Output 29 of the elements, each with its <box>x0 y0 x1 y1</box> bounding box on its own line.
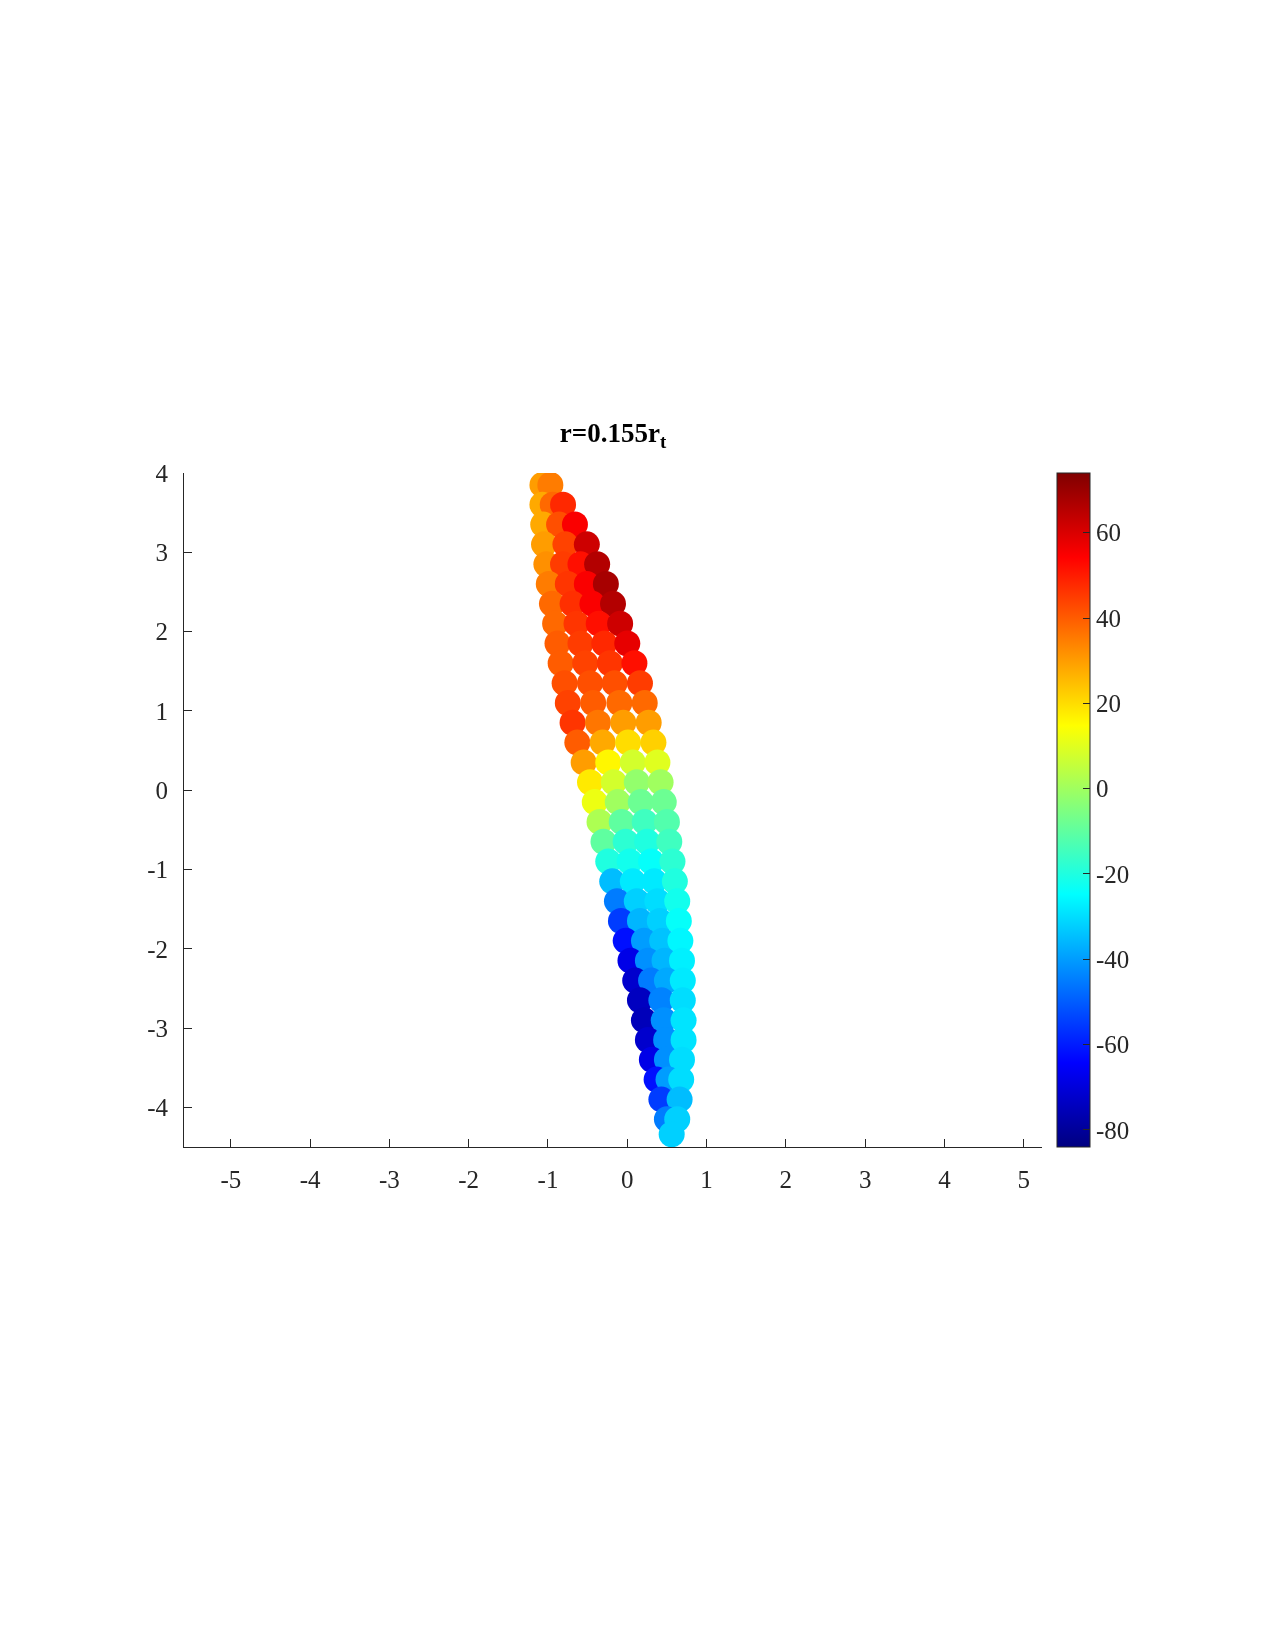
color-bar-label: 0 <box>1096 775 1109 803</box>
x-tick-label: -3 <box>378 1166 400 1193</box>
x-tick-label: 5 <box>1017 1166 1031 1193</box>
x-tick-label: 4 <box>938 1166 952 1193</box>
x-tick-label: -5 <box>220 1166 242 1193</box>
color-bar-label: -80 <box>1096 1116 1130 1144</box>
x-tick-label: 0 <box>621 1166 634 1193</box>
color-bar-label: 60 <box>1096 519 1121 547</box>
x-tick-label: -1 <box>537 1166 559 1193</box>
chart-title: r=0.155r$_{t}$ <box>559 418 667 453</box>
x-tick-label: -2 <box>458 1166 480 1193</box>
x-tick-label: 3 <box>858 1166 872 1193</box>
y-tick-label: 0 <box>155 776 168 804</box>
color-bar-label: -20 <box>1096 860 1130 888</box>
y-tick-label: 1 <box>155 697 168 725</box>
color-bar-label: -60 <box>1096 1031 1130 1059</box>
y-tick-label: -2 <box>147 935 168 963</box>
y-tick-label: -1 <box>147 856 168 884</box>
color-bar-label: 20 <box>1096 690 1121 718</box>
y-tick-label: 2 <box>155 618 168 646</box>
y-tick-label: -3 <box>147 1014 168 1042</box>
y-tick-label: 3 <box>155 539 168 567</box>
x-tick-label: 1 <box>700 1166 713 1193</box>
y-tick-label: 4 <box>155 459 169 487</box>
x-tick-label: 2 <box>779 1166 793 1193</box>
color-bar-label: 40 <box>1096 604 1121 632</box>
y-tick-label: -4 <box>147 1094 169 1122</box>
x-tick-label: -4 <box>299 1166 321 1193</box>
color-bar-label: -40 <box>1096 946 1130 974</box>
